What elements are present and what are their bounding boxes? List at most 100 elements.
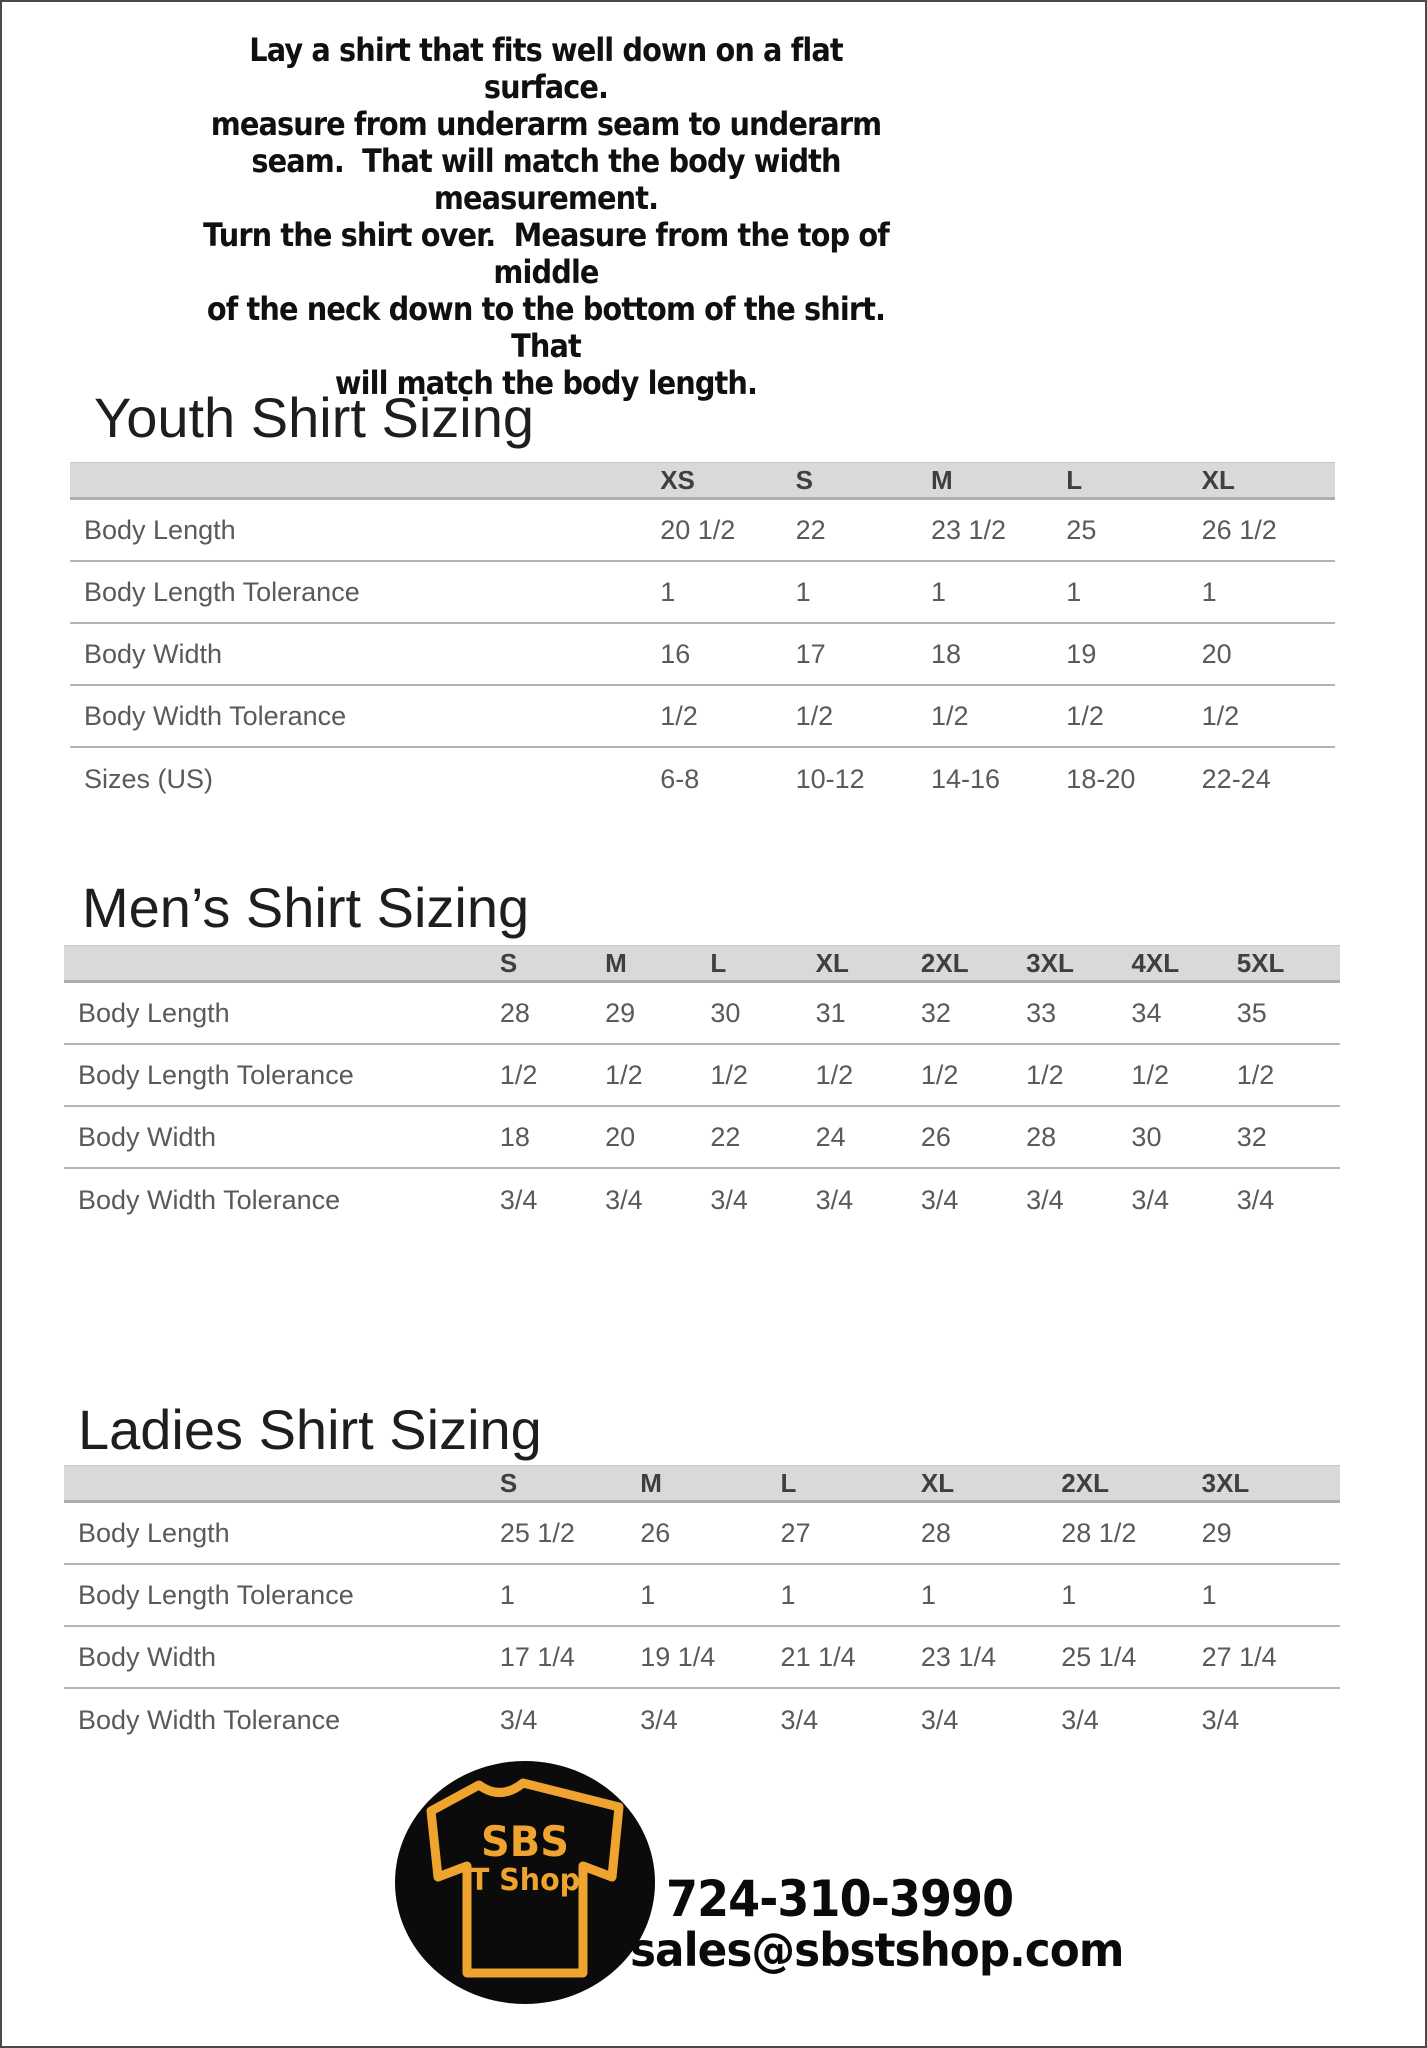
column-header: XL: [1201, 464, 1235, 495]
column-header: S: [499, 947, 518, 978]
column-header: XL: [920, 1467, 955, 1498]
column-header: L: [1066, 464, 1083, 495]
table-header-row: S M L XL 2XL 3XL 4XL 5XL: [64, 945, 1340, 983]
table-cell: 28: [920, 1517, 951, 1548]
table-row: Body Length Tolerance 1 1 1 1 1 1: [64, 1565, 1340, 1627]
table-cell: 33: [1026, 997, 1057, 1028]
table-cell: 1: [780, 1579, 796, 1610]
table-cell: 22: [795, 514, 826, 545]
table-cell: 1: [660, 576, 676, 607]
table-cell: 1: [499, 1579, 515, 1610]
table-row: Body Length 28 29 30 31 32 33 34 35: [64, 983, 1340, 1045]
table-cell: 20 1/2: [660, 514, 736, 545]
table-cell: 28: [1026, 1121, 1057, 1152]
column-header: 3XL: [1201, 1467, 1250, 1498]
column-header: XL: [815, 947, 849, 978]
measuring-instructions: Lay a shirt that fits well down on a fla…: [186, 32, 906, 402]
row-label: Body Length: [78, 1517, 230, 1548]
size-section: Ladies Shirt Sizing S M L XL 2XL 3XL Body Lengt…: [64, 1397, 1340, 1751]
column-header: 4XL: [1131, 947, 1180, 978]
row-label: Body Length: [84, 514, 236, 545]
size-section: Youth Shirt Sizing XS S M L XL Body Length 20 1…: [70, 385, 1335, 810]
size-table: S M L XL 2XL 3XL 4XL 5XL Body Length 28 29 30 31 32 33…: [64, 945, 1340, 1231]
table-cell: 10-12: [795, 763, 865, 794]
table-row: Body Width Tolerance 3/4 3/4 3/4 3/4 3/4 3/4 3/…: [64, 1169, 1340, 1231]
table-row: Body Width Tolerance 3/4 3/4 3/4 3/4 3/4 3/4: [64, 1689, 1340, 1751]
table-cell: 1: [1066, 576, 1082, 607]
table-cell: 3/4: [710, 1184, 748, 1215]
instruction-line: seam. That will match the body width mea…: [251, 142, 850, 217]
table-cell: 20: [1201, 638, 1232, 669]
table-cell: 26: [640, 1517, 671, 1548]
table-cell: 1/2: [710, 1059, 748, 1090]
table-cell: 1: [1201, 576, 1217, 607]
section-title: Youth Shirt Sizing: [94, 386, 534, 449]
table-cell: 1: [1201, 1579, 1217, 1610]
table-cell: 35: [1236, 997, 1267, 1028]
table-cell: 18: [930, 638, 961, 669]
table-cell: 32: [920, 997, 951, 1028]
table-cell: 1/2: [815, 1059, 854, 1090]
table-cell: 26 1/2: [1201, 514, 1277, 545]
table-cell: 27 1/4: [1201, 1641, 1277, 1672]
row-label: Body Width: [78, 1121, 217, 1152]
size-section: Men’s Shirt Sizing S M L XL 2XL 3XL 4XL 5XL Body …: [64, 875, 1340, 1231]
row-label: Sizes (US): [84, 763, 214, 794]
instruction-line: of the neck down to the bottom of the sh…: [206, 290, 904, 365]
row-label: Body Length Tolerance: [78, 1579, 354, 1610]
table-cell: 25 1/2: [499, 1517, 575, 1548]
column-header: L: [780, 1467, 797, 1498]
table-row: Sizes (US) 6-8 10-12 14-16 18-20 22-24: [70, 748, 1335, 810]
table-cell: 18: [499, 1121, 530, 1152]
row-label: Body Width: [84, 638, 223, 669]
phone-number: 724-310-3990: [666, 1870, 1014, 1928]
column-header: S: [499, 1467, 518, 1498]
logo-text-sbs: SBS: [481, 1817, 569, 1866]
table-row: Body Width 18 20 22 24 26 28 30 32: [64, 1107, 1340, 1169]
table-row: Body Width 17 1/4 19 1/4 21 1/4 23 1/4 25 1/4…: [64, 1627, 1340, 1689]
instruction-line: Turn the shirt over. Measure from the to…: [203, 216, 898, 291]
table-cell: 3/4: [499, 1704, 538, 1735]
column-header: M: [930, 464, 953, 495]
table-cell: 31: [815, 997, 846, 1028]
row-label: Body Width Tolerance: [78, 1704, 341, 1735]
table-cell: 3/4: [780, 1704, 819, 1735]
table-cell: 1/2: [795, 700, 834, 731]
table-cell: 29: [1201, 1517, 1232, 1548]
table-cell: 3/4: [920, 1704, 959, 1735]
table-cell: 3/4: [605, 1184, 643, 1215]
table-cell: 34: [1131, 997, 1162, 1028]
size-table: S M L XL 2XL 3XL Body Length 25 1/2 26 27 28 28 1/2…: [64, 1465, 1340, 1751]
table-cell: 19: [1066, 638, 1097, 669]
table-cell: 17 1/4: [499, 1641, 575, 1672]
sbs-tshop-logo: SBS T Shop: [395, 1761, 655, 2004]
table-cell: 25 1/4: [1061, 1641, 1137, 1672]
table-row: Body Length 20 1/2 22 23 1/2 25 26 1/2: [70, 500, 1335, 562]
table-cell: 20: [605, 1121, 636, 1152]
column-header: L: [710, 947, 727, 978]
instruction-line: measure from underarm seam to underarm: [210, 105, 882, 143]
table-cell: 14-16: [930, 763, 1000, 794]
table-cell: 26: [920, 1121, 951, 1152]
table-cell: 3/4: [1236, 1184, 1275, 1215]
column-header: 3XL: [1026, 947, 1074, 978]
table-cell: 1/2: [1066, 700, 1104, 731]
table-cell: 23 1/4: [920, 1641, 996, 1672]
tshirt-icon: [426, 1778, 624, 1978]
table-cell: 1/2: [930, 700, 969, 731]
column-header: XS: [660, 464, 695, 495]
column-header: S: [795, 464, 813, 495]
table-row: Body Length 25 1/2 26 27 28 28 1/2 29: [64, 1503, 1340, 1565]
row-label: Body Length: [78, 997, 230, 1028]
table-row: Body Width Tolerance 1/2 1/2 1/2 1/2 1/2: [70, 686, 1335, 748]
table-cell: 3/4: [1026, 1184, 1064, 1215]
table-cell: 1: [920, 1579, 936, 1610]
table-cell: 1/2: [499, 1059, 538, 1090]
section-title: Men’s Shirt Sizing: [82, 876, 530, 939]
table-cell: 19 1/4: [640, 1641, 716, 1672]
table-cell: 23 1/2: [930, 514, 1007, 545]
table-cell: 22: [710, 1121, 741, 1152]
table-row: Body Width 16 17 18 19 20: [70, 624, 1335, 686]
table-cell: 1/2: [605, 1059, 643, 1090]
